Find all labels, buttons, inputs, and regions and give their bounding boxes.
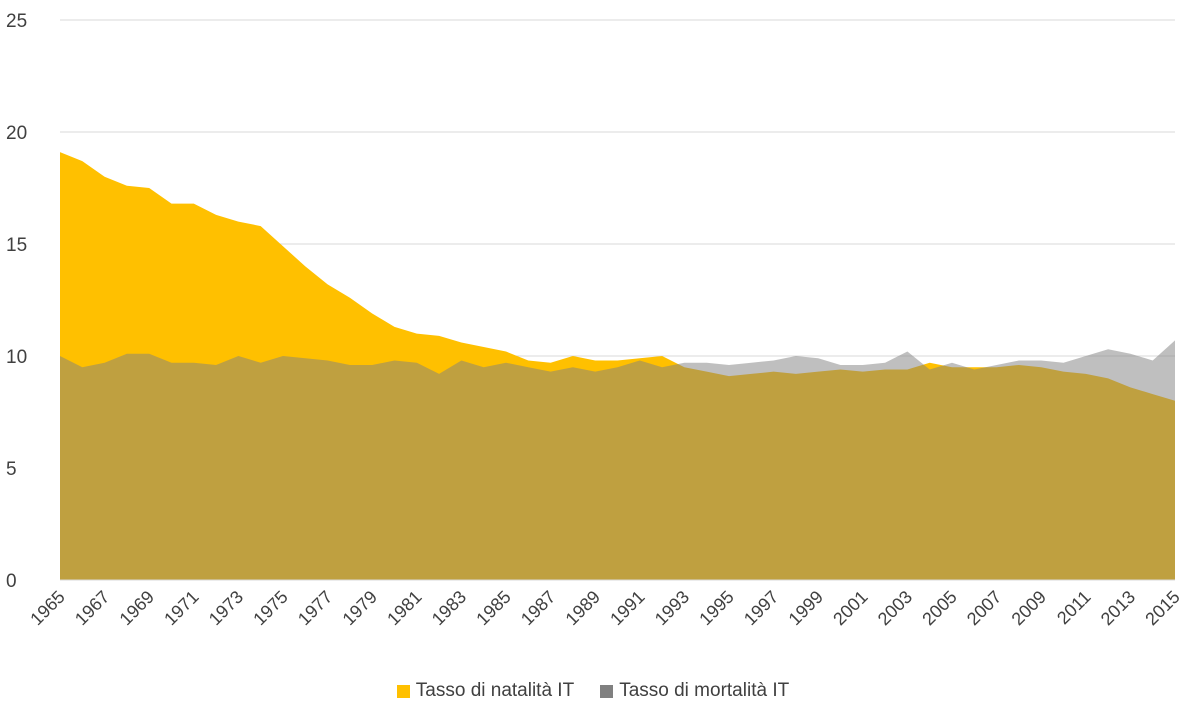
x-tick-label: 2011 bbox=[1053, 587, 1095, 629]
x-tick-label: 1983 bbox=[428, 587, 470, 629]
x-tick-label: 1979 bbox=[339, 587, 381, 629]
x-tick-label: 1967 bbox=[71, 587, 113, 629]
x-tick-label: 1997 bbox=[740, 587, 782, 629]
x-tick-label: 2009 bbox=[1008, 587, 1050, 629]
legend-item-natalita: Tasso di natalità IT bbox=[396, 680, 575, 702]
legend-label-natalita: Tasso di natalità IT bbox=[415, 680, 575, 701]
x-tick-label: 2013 bbox=[1097, 587, 1139, 629]
legend-swatch-natalita bbox=[396, 684, 410, 698]
legend-swatch-mortalita bbox=[600, 684, 614, 698]
y-tick-label: 0 bbox=[6, 571, 17, 592]
x-tick-label: 2003 bbox=[874, 587, 916, 629]
legend-item-mortalita: Tasso di mortalità IT bbox=[600, 680, 789, 702]
y-tick-label: 5 bbox=[6, 459, 17, 480]
x-tick-label: 1987 bbox=[517, 587, 559, 629]
x-tick-label: 1993 bbox=[651, 587, 693, 629]
x-tick-label: 1985 bbox=[472, 587, 514, 629]
y-tick-label: 25 bbox=[6, 11, 27, 32]
x-tick-label: 1973 bbox=[205, 587, 247, 629]
x-tick-label: 1969 bbox=[116, 587, 158, 629]
x-tick-label: 2015 bbox=[1141, 587, 1183, 629]
y-tick-label: 20 bbox=[6, 123, 27, 144]
x-tick-label: 1971 bbox=[160, 587, 202, 629]
x-tick-label: 1965 bbox=[26, 587, 68, 629]
legend-label-mortalita: Tasso di mortalità IT bbox=[619, 680, 790, 701]
x-tick-label: 2001 bbox=[829, 587, 871, 629]
y-tick-label: 10 bbox=[6, 347, 27, 368]
x-tick-label: 2005 bbox=[918, 587, 960, 629]
legend: Tasso di natalità IT Tasso di mortalità … bbox=[0, 680, 1186, 702]
y-tick-label: 15 bbox=[6, 235, 27, 256]
x-tick-label: 1999 bbox=[785, 587, 827, 629]
x-tick-label: 1991 bbox=[606, 587, 648, 629]
area-series-1 bbox=[60, 340, 1175, 580]
x-tick-label: 1977 bbox=[294, 587, 336, 629]
series-areas bbox=[60, 152, 1175, 580]
x-tick-label: 1981 bbox=[383, 587, 425, 629]
x-tick-label: 2007 bbox=[963, 587, 1005, 629]
x-tick-label: 1975 bbox=[249, 587, 291, 629]
x-tick-label: 1995 bbox=[695, 587, 737, 629]
x-tick-label: 1989 bbox=[562, 587, 604, 629]
